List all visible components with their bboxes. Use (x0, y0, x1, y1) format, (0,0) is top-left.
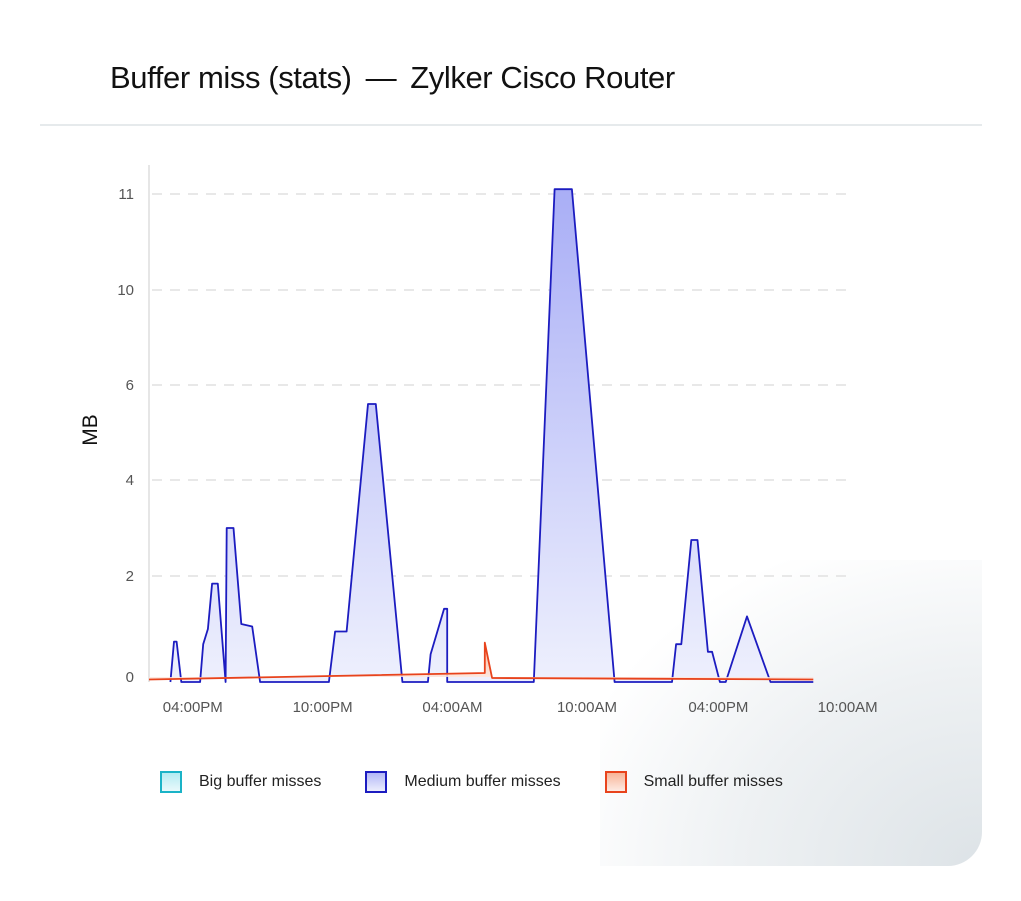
chart-title: Buffer miss (stats) — Zylker Cisco Router (110, 60, 675, 96)
header-divider (40, 124, 982, 126)
legend-item-medium[interactable]: Medium buffer misses (365, 771, 561, 793)
legend-label-small: Small buffer misses (643, 773, 783, 790)
legend-swatch-small (604, 771, 627, 793)
y-tick-label: 2 (126, 568, 134, 585)
legend-item-big[interactable]: Big buffer misses (160, 771, 321, 793)
y-tick-label: 0 (126, 669, 134, 686)
legend-swatch-big (160, 771, 182, 793)
legend-item-small[interactable]: Small buffer misses (604, 771, 783, 793)
series-line-small[interactable] (148, 641, 814, 681)
y-tick-label: 10 (117, 282, 134, 299)
x-tick-label: 04:00PM (163, 699, 223, 716)
y-axis-label: MB (79, 414, 102, 446)
metric-name: Buffer miss (stats) (110, 60, 352, 95)
x-tick-label: 04:00AM (422, 699, 482, 716)
legend-label-big: Big buffer misses (199, 773, 322, 790)
chart-legend: Big buffer misses Medium buffer misses S… (160, 768, 783, 796)
series-line-medium[interactable] (169, 188, 814, 683)
legend-label-medium: Medium buffer misses (404, 773, 561, 790)
y-tick-label: 4 (126, 472, 134, 489)
y-tick-label: 11 (118, 186, 134, 203)
card-background-glow (600, 560, 982, 866)
x-tick-label: 10:00AM (557, 699, 617, 716)
legend-swatch-medium (365, 771, 388, 793)
y-tick-label: 6 (126, 377, 134, 394)
series-area-medium (170, 189, 814, 682)
x-tick-label: 10:00AM (818, 699, 878, 716)
title-separator: — (365, 60, 397, 95)
device-name: Zylker Cisco Router (410, 60, 675, 95)
x-tick-label: 04:00PM (688, 699, 748, 716)
x-tick-label: 10:00PM (293, 699, 353, 716)
